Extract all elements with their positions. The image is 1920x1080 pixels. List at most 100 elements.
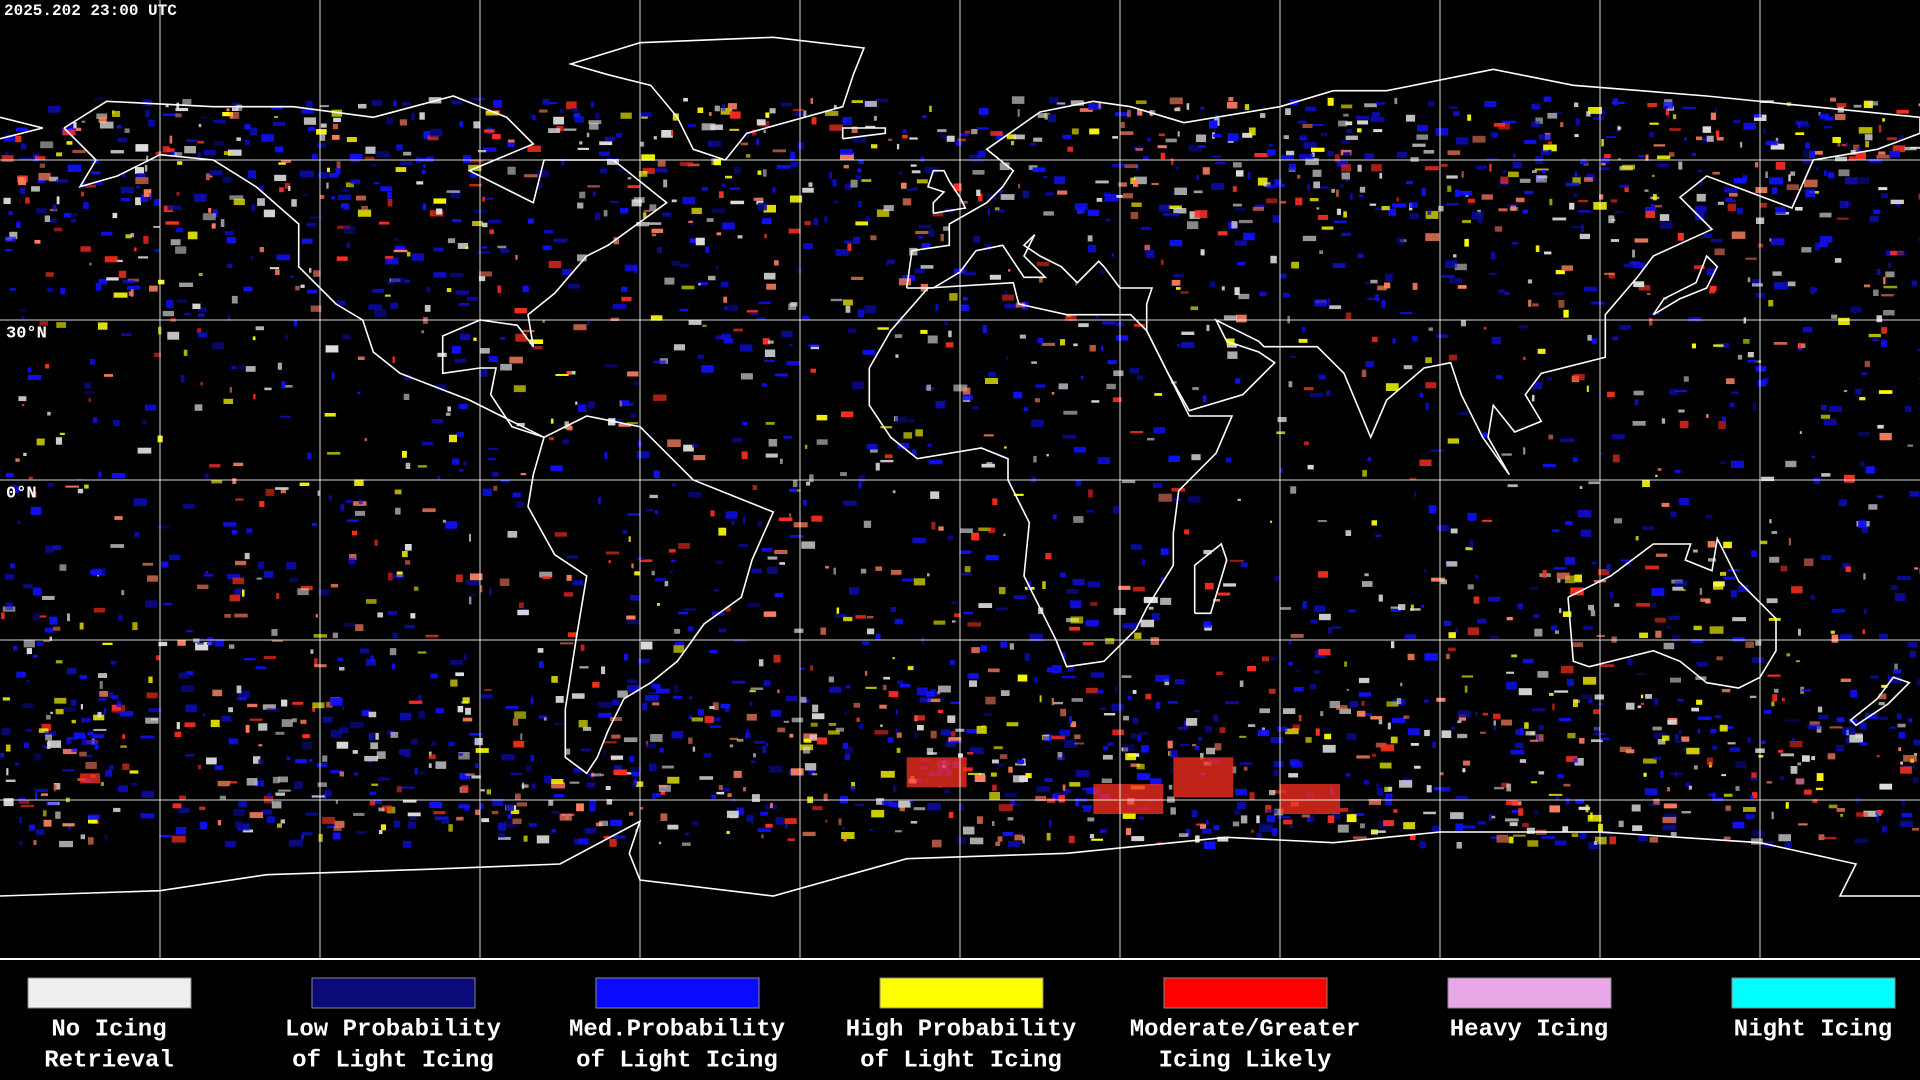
cloud-speckle (402, 102, 411, 106)
cloud-speckle (346, 519, 359, 523)
cloud-speckle (19, 157, 33, 160)
cloud-speckle (516, 802, 528, 807)
coastline-chukotka (0, 116, 43, 140)
cloud-speckle (1678, 409, 1685, 413)
cloud-speckle (1203, 841, 1216, 849)
cloud-speckle (1697, 716, 1712, 720)
cloud-speckle (1669, 388, 1678, 396)
cloud-speckle (730, 200, 745, 205)
cloud-speckle (1889, 150, 1900, 158)
cloud-speckle (470, 573, 483, 581)
cloud-speckle (1717, 201, 1724, 205)
cloud-speckle (937, 709, 943, 713)
cloud-speckle (266, 816, 275, 823)
cloud-speckle (799, 667, 805, 670)
cloud-speckle (936, 691, 941, 695)
cloud-speckle (271, 629, 278, 636)
cloud-speckle (932, 213, 944, 217)
cloud-speckle (527, 218, 534, 224)
cloud-speckle (1604, 272, 1615, 275)
cloud-speckle (1074, 742, 1085, 745)
cloud-speckle (553, 722, 565, 725)
cloud-speckle (469, 183, 482, 187)
cloud-speckle (811, 515, 823, 522)
cloud-speckle (66, 737, 78, 740)
cloud-speckle (1064, 740, 1078, 748)
cloud-speckle (355, 624, 364, 632)
cloud-speckle (1670, 677, 1681, 683)
cloud-speckle (1000, 690, 1010, 696)
cloud-speckle (763, 204, 776, 213)
cloud-speckle (566, 574, 572, 581)
cloud-speckle (233, 808, 245, 817)
cloud-speckle (103, 374, 114, 377)
cloud-speckle (1657, 164, 1669, 168)
cloud-speckle (582, 726, 592, 731)
cloud-speckle (1881, 294, 1894, 297)
cloud-speckle (1716, 137, 1724, 141)
cloud-speckle (1797, 762, 1801, 766)
cloud-speckle (1677, 232, 1684, 241)
cloud-speckle (651, 570, 655, 576)
cloud-speckle (35, 156, 46, 160)
cloud-speckle (127, 285, 141, 290)
cloud-speckle (120, 186, 134, 194)
cloud-speckle (987, 208, 990, 216)
cloud-speckle (855, 221, 869, 226)
cloud-speckle (1160, 597, 1172, 605)
cloud-speckle (1008, 766, 1013, 773)
cloud-speckle (1732, 637, 1745, 642)
cloud-speckle (316, 762, 328, 768)
cloud-speckle (874, 730, 889, 735)
cloud-speckle (978, 108, 989, 115)
cloud-speckle (1002, 294, 1014, 301)
cloud-speckle (1090, 672, 1105, 678)
cloud-speckle (144, 164, 148, 172)
cloud-speckle (659, 747, 664, 753)
cloud-speckle (1657, 739, 1666, 745)
cloud-speckle (1710, 728, 1717, 734)
cloud-speckle (1343, 152, 1351, 156)
cloud-speckle (766, 743, 769, 747)
cloud-speckle (238, 690, 250, 698)
cloud-speckle (1550, 625, 1557, 631)
cloud-speckle (1327, 815, 1335, 823)
cloud-speckle (1858, 127, 1873, 134)
cloud-speckle (1720, 461, 1727, 464)
cloud-speckle (1398, 604, 1406, 611)
cloud-speckle (3, 798, 14, 807)
cloud-speckle (1091, 838, 1103, 841)
cloud-speckle (1425, 233, 1440, 242)
cloud-speckle (985, 696, 996, 705)
cloud-speckle (880, 426, 892, 429)
cloud-speckle (155, 655, 160, 661)
cloud-speckle (874, 115, 877, 121)
cloud-speckle (627, 513, 641, 516)
cloud-speckle (1494, 226, 1503, 232)
cloud-speckle (1350, 193, 1353, 201)
cloud-speckle (292, 701, 304, 705)
cloud-speckle (498, 837, 511, 840)
cloud-speckle (1804, 179, 1818, 188)
cloud-speckle (1599, 194, 1604, 200)
cloud-speckle (1878, 151, 1886, 155)
cloud-speckle (1501, 719, 1512, 726)
cloud-speckle (377, 777, 385, 781)
cloud-speckle (1000, 194, 1015, 200)
cloud-speckle (1039, 276, 1043, 283)
cloud-speckle (1475, 165, 1487, 170)
cloud-speckle (1894, 663, 1898, 672)
cloud-speckle (1810, 595, 1816, 600)
cloud-speckle (1631, 804, 1641, 812)
cloud-speckle (517, 609, 529, 616)
cloud-speckle (1822, 836, 1837, 840)
cloud-speckle (349, 154, 363, 160)
cloud-speckle (649, 204, 657, 211)
cloud-speckle (398, 749, 411, 755)
cloud-speckle (691, 717, 703, 722)
cloud-speckle (492, 798, 504, 806)
cloud-speckle (492, 133, 501, 140)
cloud-speckle (1384, 282, 1391, 289)
cloud-speckle (1855, 151, 1867, 160)
cloud-speckle (927, 752, 937, 755)
